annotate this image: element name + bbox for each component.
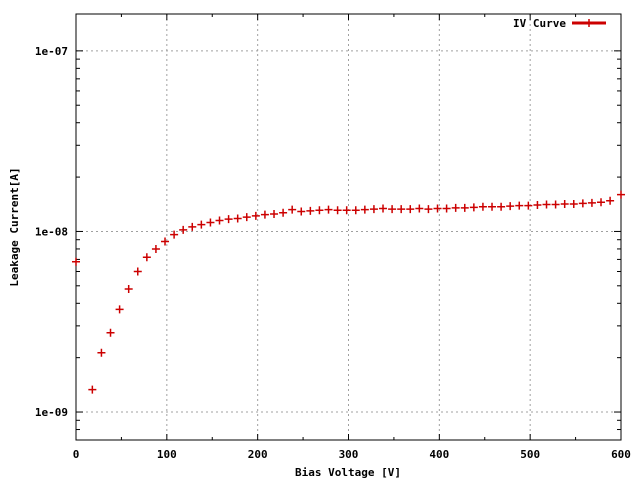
x-tick-label: 200 [248,448,268,461]
y-tick-label: 1e-07 [35,45,68,58]
data-point [161,237,170,246]
data-point [451,203,460,212]
data-point [497,202,506,211]
data-point [206,218,215,227]
data-point [360,205,369,214]
data-point [260,210,269,219]
data-point [115,305,124,314]
data-point [569,199,578,208]
data-point [106,328,115,337]
data-point [369,205,378,214]
data-point [560,199,569,208]
data-point [315,206,324,215]
grid-lines [76,14,621,440]
data-point [88,385,97,394]
data-point [251,211,260,220]
data-point [133,267,142,276]
y-tick-label: 1e-09 [35,406,68,419]
x-tick-label: 600 [611,448,631,461]
data-point [469,203,478,212]
data-point [442,204,451,213]
x-axis-label: Bias Voltage [V] [295,466,401,479]
x-tick-label: 300 [339,448,359,461]
data-point [388,205,397,214]
legend: IV Curve [513,17,606,30]
data-point [542,200,551,209]
data-point [324,205,333,214]
data-point [506,202,515,211]
data-point [197,220,206,229]
data-point [151,244,160,253]
data-point [488,202,497,211]
data-point [460,203,469,212]
data-point [170,230,179,239]
data-point [351,206,360,215]
legend-marker-iv-curve [585,19,593,27]
axis-ticks: 0 100 200 300 400 500 600 1e-09 1e-08 1e-07 [35,14,631,461]
data-point [270,209,279,218]
data-point [224,215,233,224]
data-point [333,206,342,215]
data-points [72,190,625,394]
data-point [397,205,406,214]
data-point [379,204,388,213]
data-point [306,206,315,215]
data-point [233,214,242,223]
y-tick-label: 1e-08 [35,225,68,238]
data-point [179,225,188,234]
data-point [288,205,297,214]
data-point [597,198,606,207]
data-point [617,190,625,199]
data-point [524,201,533,210]
data-point [72,257,80,266]
data-point [424,205,433,214]
data-point [551,200,560,209]
data-point [606,196,615,205]
data-point [587,198,596,207]
data-point [124,285,133,294]
data-point [215,216,224,225]
data-point [515,201,524,210]
x-tick-label: 100 [157,448,177,461]
data-point [188,222,197,231]
data-point [406,205,415,214]
data-point [478,202,487,211]
data-point [279,208,288,217]
x-tick-label: 500 [520,448,540,461]
data-point [242,213,251,222]
data-point [97,348,106,357]
data-point [142,253,151,262]
data-point [578,199,587,208]
data-point [415,204,424,213]
y-axis-label: Leakage Current[A] [8,167,21,286]
data-point [533,201,542,210]
x-tick-label: 0 [73,448,80,461]
legend-label-iv-curve: IV Curve [513,17,566,30]
data-point [433,204,442,213]
data-point [342,206,351,215]
x-tick-label: 400 [429,448,449,461]
data-point [297,207,306,216]
